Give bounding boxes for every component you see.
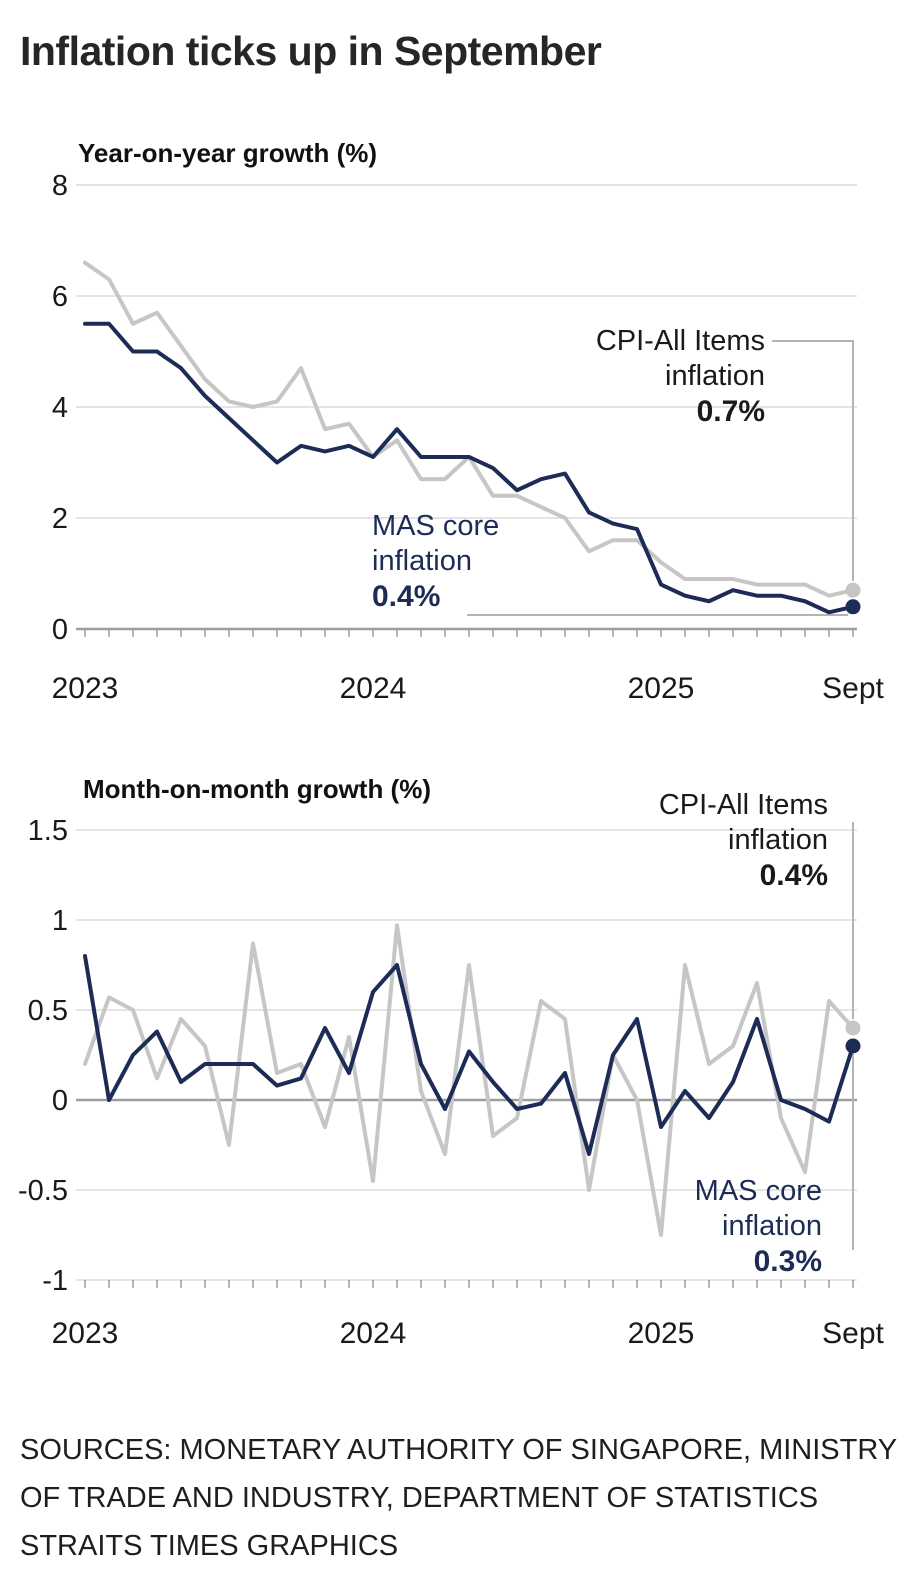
x-tick-label: 2023 (52, 672, 119, 705)
annotation-value: 0.4% (759, 859, 828, 892)
series-end-dot-cpi-all-items (845, 1020, 861, 1036)
chart-mom-subtitle: Month-on-month growth (%) (83, 774, 431, 804)
sources-credit: SOURCES: MONETARY AUTHORITY OF SINGAPORE… (20, 1426, 897, 1570)
x-tick-label: 2023 (52, 1317, 119, 1350)
x-tick-label: 2025 (628, 1317, 695, 1350)
y-tick-label: 6 (52, 281, 68, 313)
series-end-dot-mas-core (845, 599, 861, 615)
x-tick-label: Sept (822, 672, 884, 705)
y-tick-label: 1 (52, 905, 68, 937)
annotation-cpi-all-items-mom: CPI-All Items inflation 0.4% (659, 788, 828, 893)
x-tick-label: 2024 (340, 1317, 407, 1350)
sources-line: STRAITS TIMES GRAPHICS (20, 1530, 399, 1562)
chart-yoy-plot: 0 2 4 6 8 2023 2024 2025 Sept (52, 170, 885, 705)
annotation-mas-core-mom: MAS core inflation 0.3% (695, 1174, 822, 1279)
series-end-dot-mas-core (845, 1038, 861, 1054)
annotation-value: 0.7% (696, 395, 765, 428)
annotation-label-line: inflation (722, 1210, 822, 1242)
annotation-label-line: CPI-All Items (595, 325, 765, 357)
x-tick-label: Sept (822, 1317, 884, 1350)
annotation-label-line: inflation (728, 824, 828, 856)
chart-mom-plot: -1 -0.5 0 0.5 1 1.5 2023 2024 2025 Sept (18, 815, 885, 1350)
page-title: Inflation ticks up in September (20, 28, 602, 74)
y-tick-label: -1 (42, 1265, 68, 1297)
y-tick-label: 2 (52, 503, 68, 535)
series-line-mas-core (83, 321, 855, 615)
annotation-cpi-all-items-yoy: CPI-All Items inflation 0.7% (596, 324, 765, 429)
annotation-label-line: inflation (372, 545, 472, 577)
annotation-value: 0.3% (753, 1245, 822, 1278)
x-tick-label: 2024 (340, 672, 407, 705)
y-tick-label: 0 (52, 1085, 68, 1117)
annotation-value: 0.4% (372, 580, 441, 613)
y-tick-label: 8 (52, 170, 68, 202)
annotation-label-line: MAS core (372, 510, 500, 542)
series-line-mas-core (83, 954, 855, 1156)
chart-yoy-subtitle: Year-on-year growth (%) (78, 138, 378, 168)
y-tick-label: 4 (52, 392, 68, 424)
y-tick-label: 0.5 (28, 995, 68, 1027)
annotation-connector-line (772, 340, 854, 581)
annotation-mas-core-yoy: MAS core inflation 0.4% (372, 509, 499, 614)
y-tick-label: 0 (52, 614, 68, 646)
y-tick-label: -0.5 (18, 1175, 68, 1207)
series-end-dot-cpi-all-items (845, 582, 861, 598)
sources-line: SOURCES: MONETARY AUTHORITY OF SINGAPORE… (20, 1434, 898, 1466)
sources-line: OF TRADE AND INDUSTRY, DEPARTMENT OF STA… (20, 1482, 819, 1514)
y-tick-label: 1.5 (28, 815, 68, 847)
annotation-label-line: inflation (665, 360, 765, 392)
series-line-cpi-all-items (83, 923, 855, 1237)
annotation-label-line: CPI-All Items (658, 789, 828, 821)
annotation-label-line: MAS core (694, 1175, 822, 1207)
x-tick-label: 2025 (628, 672, 695, 705)
